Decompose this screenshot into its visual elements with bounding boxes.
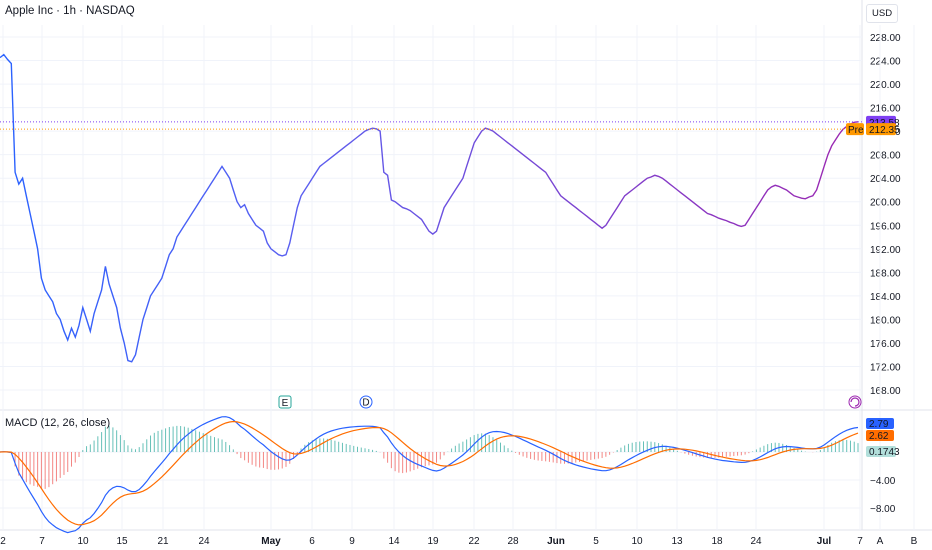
macd-y-tick-label: −8.00 [870,504,896,515]
signal-value-badge [866,430,894,441]
y-tick-label: 176.00 [870,339,901,350]
dividend-marker-label: D [362,398,369,409]
x-tick-label: 7 [39,536,45,547]
x-tick-label: A [877,536,884,547]
y-tick-label: 196.00 [870,221,901,232]
y-tick-label: 192.00 [870,245,901,256]
x-tick-label: Jul [817,536,832,547]
hist-value-label: 0.1743 [869,447,900,458]
y-tick-label: 220.00 [870,80,901,91]
dividend-marker [359,395,373,409]
x-tick-label: 5 [593,536,599,547]
x-tick-label: 13 [671,536,683,547]
signal-value-label: 2.62 [869,431,889,442]
x-tick-label: 28 [507,536,519,547]
symbol-title[interactable]: Apple Inc · 1h · NASDAQ [5,5,135,17]
pre-price-label: 212.35 [869,125,900,136]
x-tick-label: 22 [468,536,480,547]
x-tick-label: B [911,536,918,547]
y-tick-label: 172.00 [870,362,901,373]
x-tick-label: 10 [77,536,89,547]
x-tick-label: 14 [388,536,400,547]
pre-tag-badge [846,123,864,136]
x-tick-label: 19 [427,536,439,547]
x-tick-label: 6 [309,536,315,547]
currency-button[interactable]: USD [866,4,899,23]
macd-line [0,416,859,534]
signal-line [0,420,859,526]
x-tick-label: 18 [711,536,723,547]
y-tick-label: 168.00 [870,386,901,397]
x-tick-label: 15 [116,536,128,547]
macd-y-tick-label: −4.00 [870,476,896,487]
y-tick-label: 228.00 [870,33,901,44]
x-tick-label: 21 [157,536,169,547]
price-line [0,53,859,363]
earnings-marker [278,395,292,409]
y-tick-label: 204.00 [870,174,901,185]
x-tick-label: 24 [198,536,210,547]
pre-tag-label: Pre [848,125,864,136]
y-tick-label: 216.00 [870,104,901,115]
macd-title[interactable]: MACD (12, 26, close) [5,417,111,429]
x-tick-label: 24 [750,536,762,547]
y-tick-label: 224.00 [870,57,901,68]
x-tick-label: Jun [547,536,565,547]
y-tick-label: 208.00 [870,151,901,162]
pre-price-badge [866,123,896,136]
y-tick-label: 180.00 [870,315,901,326]
macd-value-badge [866,418,894,429]
y-tick-label: 184.00 [870,292,901,303]
earnings-marker-label: E [282,398,289,409]
x-tick-label: 9 [349,536,355,547]
x-tick-label: 7 [857,536,863,547]
y-tick-label: 200.00 [870,198,901,209]
x-tick-label: 10 [631,536,643,547]
x-tick-label: 2 [0,536,6,547]
x-tick-label: May [261,536,281,547]
y-tick-label: 188.00 [870,268,901,279]
hist-value-badge [866,446,896,457]
split-icon-arc [850,397,860,407]
macd-value-label: 2.79 [869,419,889,430]
